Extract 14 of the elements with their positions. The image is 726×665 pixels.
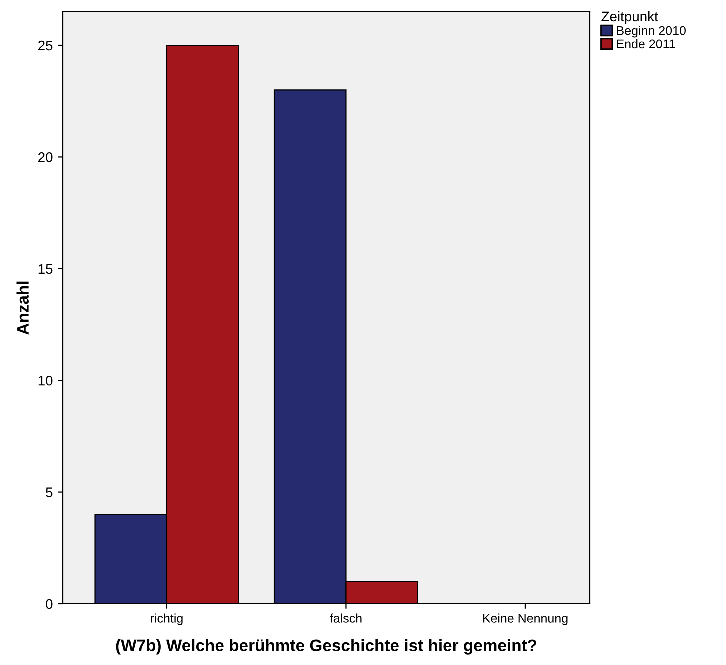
x-tick-label: falsch: [330, 614, 362, 623]
y-axis-title: Anzahl: [16, 282, 29, 335]
y-tick-label: 15: [38, 264, 53, 274]
y-tick-label: 5: [46, 488, 53, 498]
y-tick-label: 20: [38, 152, 53, 162]
x-axis-title: (W7b) Welche berühmte Geschichte ist hier gemeint?: [116, 639, 537, 655]
legend-label: Beginn 2010: [617, 26, 686, 38]
x-tick-label: Keine Nennung: [483, 614, 568, 626]
y-tick-label: 10: [38, 376, 53, 386]
x-tick-label: richtig: [151, 614, 183, 626]
y-tick-label: 25: [38, 40, 53, 51]
legend-title: Zeitpunkt: [602, 11, 658, 24]
y-tick-label: 0: [46, 599, 53, 610]
legend-label: Ende 2011: [617, 39, 676, 49]
